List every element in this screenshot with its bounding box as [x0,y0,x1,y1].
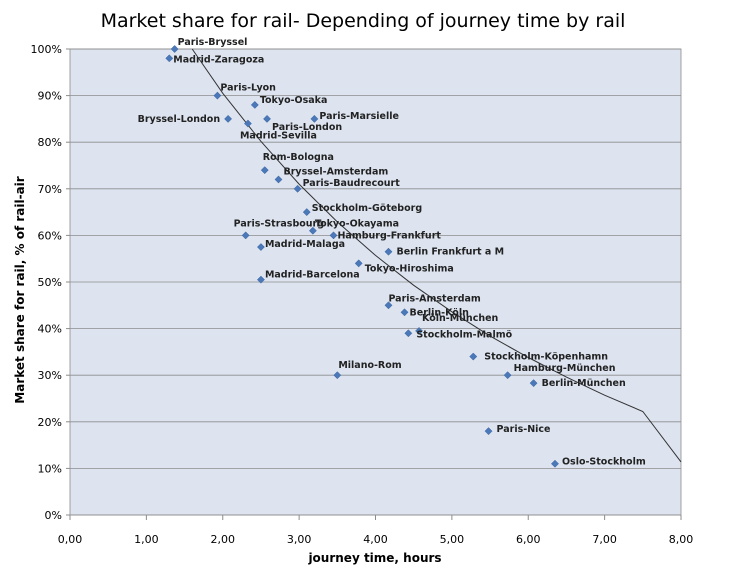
y-tick-label: 70% [38,183,62,196]
data-point-label: Madrid-Zaragoza [173,54,264,65]
x-axis-ticks: 0,00 1,00 2,00 3,00 4,00 5,00 6,00 7,00 8,00 [58,515,694,546]
gridlines [70,48,681,516]
data-point-labels: Paris-BrysselMadrid-ZaragozaParis-LyonTo… [138,37,646,468]
data-point-label: Rom-Bologna [263,152,334,163]
data-point-label: Tokyo-Okayama [315,219,399,230]
data-point-label: Paris-London [272,122,342,133]
data-point [213,91,222,100]
data-point-label: Stockholm-Malmö [416,329,512,340]
y-axis-ticks: 0% 10% 20% 30% 40% 50% 60% 70% 80% 90% 100% [31,43,70,522]
y-tick-label: 10% [38,462,62,475]
y-tick-label: 20% [38,416,62,429]
x-tick-label: 4,00 [363,533,388,546]
data-point [529,379,538,388]
data-point [260,166,269,175]
data-point-label: Paris-Marsielle [319,111,399,122]
data-point-label: Berlin-München [542,378,626,389]
data-point-label: Paris-Baudrecourt [303,178,401,189]
data-point-label: Köln-München [422,313,499,324]
data-point-label: Berlin-Köln [410,307,470,318]
data-point [224,114,233,123]
y-axis-label: Market share for rail, % of rail-air [13,176,27,404]
data-point [241,231,250,240]
data-point-label: Paris-Bryssel [178,37,248,48]
data-point [310,114,319,123]
data-point-label: Paris-Nice [497,424,551,435]
data-point-label: Hamburg-Frankfurt [337,230,441,241]
data-point-label: Paris-Lyon [220,83,276,94]
x-tick-label: 0,00 [58,533,83,546]
data-point-label: Paris-Amsterdam [388,293,480,304]
y-tick-label: 0% [45,509,62,522]
x-tick-label: 2,00 [211,533,236,546]
data-point-label: Berlin Frankfurt a M [396,247,504,258]
data-point-label: Oslo-Stockholm [562,457,646,468]
data-point-label: Hamburg-München [514,363,616,374]
data-points [165,45,559,468]
data-point [308,226,317,235]
trend-curve [191,48,682,463]
data-point [469,352,478,361]
y-tick-label: 60% [38,229,62,242]
data-point [415,326,423,335]
x-tick-label: 6,00 [516,533,541,546]
data-point-label: Madrid-Sevilla [240,131,317,142]
data-point [250,100,259,109]
x-tick-label: 5,00 [440,533,465,546]
data-point [302,208,311,217]
data-point [274,175,283,184]
data-point-label: Bryssel-Amsterdam [284,166,389,177]
data-point [256,275,265,284]
x-tick-label: 3,00 [287,533,312,546]
data-point [293,184,302,193]
y-tick-label: 50% [38,276,62,289]
chart-title: Market share for rail- Depending of jour… [101,10,626,32]
data-point-label: Bryssel-London [138,114,221,125]
y-tick-label: 40% [38,323,62,336]
x-axis-label: journey time, hours [307,551,441,565]
data-point [400,308,409,317]
data-point [384,247,393,256]
data-point [354,259,363,268]
data-point [551,459,559,468]
x-tick-label: 8,00 [669,533,694,546]
data-point [165,54,174,63]
y-tick-label: 100% [31,43,62,56]
data-point-label: Milano-Rom [338,360,401,371]
data-point [170,45,179,53]
data-point-label: Paris-Strasbourg [234,218,324,229]
data-point [256,243,265,252]
y-tick-label: 80% [38,136,62,149]
x-tick-label: 1,00 [134,533,159,546]
data-point [404,329,413,338]
data-point-label: Stockholm-Göteborg [312,203,422,214]
data-point [333,371,342,380]
data-point [384,301,393,310]
data-point [263,114,272,123]
data-point-label: Tokyo-Hiroshima [365,263,454,274]
data-point [329,231,338,240]
data-point-label: Tokyo-Osaka [260,95,328,106]
data-point-label: Madrid-Barcelona [265,270,360,281]
data-point-label: Madrid-Malaga [265,239,345,250]
x-tick-label: 7,00 [592,533,617,546]
y-tick-label: 30% [38,369,62,382]
data-point [244,119,252,128]
y-tick-label: 90% [38,90,62,103]
data-point [503,371,512,380]
data-point-label: Stockholm-Köpenhamn [484,352,608,363]
data-point [484,427,493,436]
